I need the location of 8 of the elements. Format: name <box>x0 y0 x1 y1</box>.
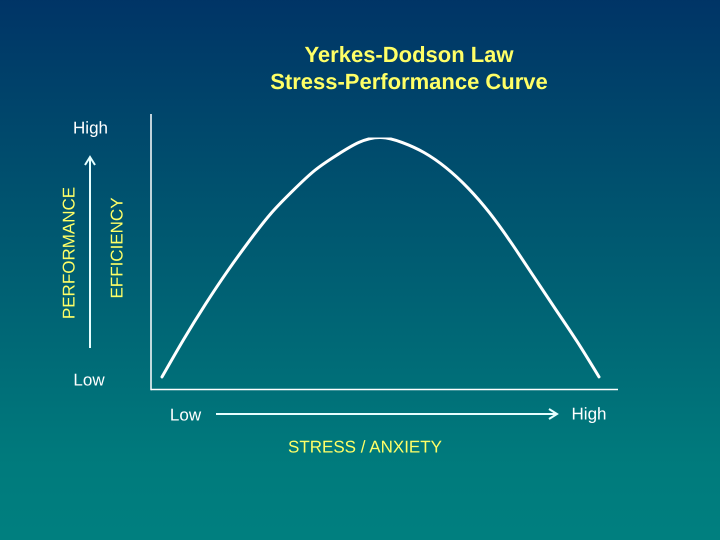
text: High <box>73 118 108 138</box>
text: EFFICIENCY <box>108 197 126 299</box>
y-axis-title: PERFORMANCE <box>59 186 78 320</box>
text: Low <box>73 370 105 390</box>
text: High <box>572 404 606 424</box>
x-axis-title: STRESS / ANXIETY <box>288 438 442 456</box>
text: Low <box>170 406 202 424</box>
chart-title: Yerkes-Dodson Law Stress-Performance Curve <box>270 42 548 94</box>
